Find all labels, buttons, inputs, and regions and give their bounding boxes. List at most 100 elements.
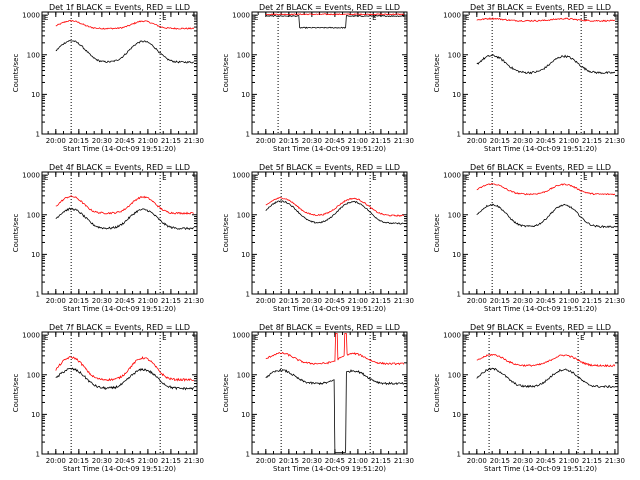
y-tick-label: 100	[448, 51, 461, 59]
x-tick-label: 20:45	[325, 457, 345, 465]
corner-marker: E	[162, 334, 166, 342]
y-axis-label: Counts/sec	[12, 374, 20, 413]
red-series-line	[265, 197, 405, 217]
x-tick-label: 20:45	[115, 297, 135, 305]
panel-det-4f: Det 4f BLACK = Events, RED = LLD 1 10 100 10…	[12, 163, 204, 313]
plot-frame	[462, 331, 619, 455]
y-tick-label: 1	[36, 131, 40, 139]
corner-marker: E	[44, 334, 48, 342]
y-tick-label: 1000	[232, 172, 250, 180]
x-tick-label: 20:30	[302, 297, 322, 305]
x-tick-label: 20:45	[115, 137, 135, 145]
x-tick-label: 20:00	[256, 297, 276, 305]
y-tick-label: 10	[452, 411, 461, 419]
y-tick-label: 1	[457, 451, 461, 459]
y-tick-label: 100	[27, 51, 40, 59]
y-tick-label: 10	[241, 251, 250, 259]
x-axis-label: Start Time (14-Oct-09 19:51:20)	[484, 305, 597, 313]
x-tick-label: 21:00	[138, 457, 158, 465]
red-series-line	[476, 17, 616, 22]
y-tick-label: 1000	[443, 172, 461, 180]
corner-marker: E	[465, 334, 469, 342]
x-tick-label: 20:15	[490, 137, 510, 145]
x-axis-label: Start Time (14-Oct-09 19:51:20)	[484, 465, 597, 473]
x-axis-label: Start Time (14-Oct-09 19:51:20)	[63, 145, 176, 153]
red-series-line	[476, 183, 616, 196]
y-tick-label: 1	[246, 131, 250, 139]
red-series-line	[476, 353, 616, 368]
x-tick-label: 21:30	[394, 137, 414, 145]
x-tick-label: 20:15	[69, 457, 89, 465]
y-tick-label: 1	[246, 451, 250, 459]
y-axis-label: Counts/sec	[222, 214, 230, 253]
corner-marker: E	[372, 174, 376, 182]
y-tick-label: 1000	[22, 172, 40, 180]
x-tick-label: 21:00	[559, 137, 579, 145]
x-tick-label: 21:15	[582, 457, 602, 465]
x-tick-label: 21:00	[348, 137, 368, 145]
x-tick-label: 21:30	[394, 457, 414, 465]
corner-marker: E	[162, 14, 166, 22]
x-tick-label: 21:00	[138, 297, 158, 305]
y-tick-label: 1000	[443, 12, 461, 20]
x-tick-label: 20:00	[256, 457, 276, 465]
y-tick-label: 1	[36, 291, 40, 299]
y-tick-label: 100	[27, 211, 40, 219]
y-tick-label: 1	[36, 451, 40, 459]
y-axis-label: Counts/sec	[433, 54, 441, 93]
y-tick-label: 1000	[22, 332, 40, 340]
plot-frame	[41, 331, 198, 455]
x-tick-label: 20:15	[69, 137, 89, 145]
x-tick-label: 20:15	[279, 297, 299, 305]
x-tick-label: 20:30	[513, 137, 533, 145]
x-tick-label: 21:15	[161, 137, 181, 145]
corner-marker: E	[254, 174, 258, 182]
panel-det-7f: Det 7f BLACK = Events, RED = LLD 1 10 100 10…	[12, 323, 204, 473]
y-tick-label: 100	[237, 51, 250, 59]
y-tick-label: 1000	[22, 12, 40, 20]
corner-marker: E	[583, 14, 587, 22]
panel-det-5f: Det 5f BLACK = Events, RED = LLD 1 10 100 10…	[222, 163, 414, 313]
red-series-line	[55, 195, 195, 215]
corner-marker: E	[44, 14, 48, 22]
x-tick-label: 21:00	[348, 297, 368, 305]
corner-marker: E	[465, 174, 469, 182]
panel-det-8f: Det 8f BLACK = Events, RED = LLD 1 10 100 10…	[222, 323, 414, 473]
y-tick-label: 1	[246, 291, 250, 299]
corner-marker: E	[254, 334, 258, 342]
x-tick-label: 20:00	[46, 457, 66, 465]
y-tick-label: 10	[241, 411, 250, 419]
red-series-line	[265, 13, 405, 16]
x-tick-label: 21:30	[184, 457, 204, 465]
panel-det-3f: Det 3f BLACK = Events, RED = LLD 1 10 100 10…	[433, 3, 625, 153]
x-tick-label: 20:45	[325, 297, 345, 305]
x-tick-label: 20:00	[46, 137, 66, 145]
y-tick-label: 10	[452, 251, 461, 259]
y-tick-label: 10	[241, 91, 250, 99]
y-tick-label: 1000	[232, 332, 250, 340]
plot-frame	[41, 11, 198, 135]
black-series-line	[265, 200, 405, 225]
y-axis-label: Counts/sec	[433, 374, 441, 413]
x-tick-label: 21:00	[559, 297, 579, 305]
x-tick-label: 20:30	[92, 137, 112, 145]
panel-title: Det 3f BLACK = Events, RED = LLD	[470, 3, 611, 12]
corner-marker: E	[162, 174, 166, 182]
black-series-line	[476, 367, 616, 389]
x-tick-label: 21:30	[394, 297, 414, 305]
panel-title: Det 7f BLACK = Events, RED = LLD	[49, 323, 190, 332]
y-tick-label: 100	[448, 211, 461, 219]
y-axis-label: Counts/sec	[12, 214, 20, 253]
plot-frame	[462, 11, 619, 135]
x-tick-label: 21:00	[559, 457, 579, 465]
y-tick-label: 10	[452, 91, 461, 99]
corner-marker: E	[254, 14, 258, 22]
x-axis-label: Start Time (14-Oct-09 19:51:20)	[484, 145, 597, 153]
black-series-line	[55, 367, 194, 391]
x-tick-label: 20:15	[490, 457, 510, 465]
x-tick-label: 20:30	[92, 457, 112, 465]
y-tick-label: 10	[31, 91, 40, 99]
x-tick-label: 20:30	[92, 297, 112, 305]
panel-det-6f: Det 6f BLACK = Events, RED = LLD 1 10 100 10…	[433, 163, 625, 313]
